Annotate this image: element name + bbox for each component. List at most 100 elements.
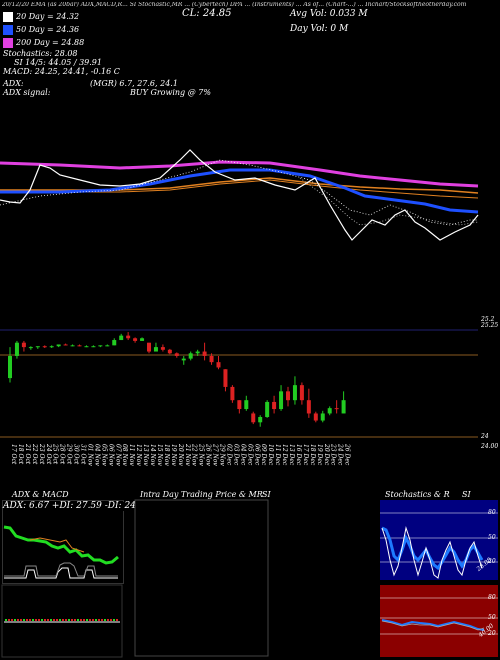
candle [320,413,325,421]
legend-ema20: 20 Day = 24.32 [3,12,79,22]
candle [14,342,19,356]
adx-orange-line [29,537,85,553]
date-tick-label: 12 Dec [281,444,288,466]
candle [91,346,96,348]
adx-panel-values: ADX: 6.67 +DI: 27.59 -DI: 24.14 [3,501,151,511]
date-tick-label: 19 Nov [170,444,177,466]
macd-bar [56,619,58,621]
avg-vol: Avg Vol: 0.033 M [290,9,368,19]
macd-bar [14,619,16,621]
candle [63,344,68,346]
candle [126,335,131,339]
macd-bar [29,619,31,621]
candle [272,401,277,410]
adx-panel-title: ADX & MACD [12,490,69,499]
date-tick-label: 05 Dec [246,444,253,466]
candle [299,385,304,401]
macd-bar [77,619,79,621]
date-tick-label: 23 Dec [330,443,337,466]
adx-panel [2,500,124,584]
legend-label-20: 20 Day = 24.32 [16,12,80,21]
candle [230,386,235,401]
date-tick-label: 23 Oct [38,443,45,465]
macd-bar [53,619,55,621]
si-panel [380,585,498,657]
si-grey-line [381,620,485,631]
date-tick-label: 29 Nov [219,443,226,466]
stoch-white-line [381,526,483,579]
macd-bar [71,619,73,621]
macd-bar [11,619,13,621]
date-tick-label: 26 Nov [205,443,212,466]
orange-line-2 [0,179,479,199]
macd-bar [59,619,61,621]
date-tick-label: 02 Dec [225,444,232,466]
adx-vals: (MGR) 6.7, 27.6, 24.1 [90,79,178,88]
price-axis-bottom-b: 24.00 [481,443,499,450]
macd-bar [8,619,10,621]
day-vol: Day Vol: 0 M [290,24,349,34]
date-tick-label: 12 Nov [135,444,142,466]
macd-histogram [5,619,118,621]
candle [98,345,103,347]
date-tick-label: 29 Oct [66,443,73,465]
macd-bar [32,619,34,621]
date-tick-label: 17 Dec [302,444,309,466]
candle [119,335,124,341]
candle [313,413,318,421]
candle [160,347,165,350]
date-tick-label: 18 Dec [309,444,316,466]
stoch-tick-20: 20 [488,558,496,565]
date-tick-label: 06 Dec [253,444,260,466]
intra-panel [134,499,269,657]
candle [70,345,75,347]
date-tick-label: 13 Nov [142,444,149,466]
intra-panel-title: Intra Day Trading Price & MR [140,490,263,499]
stoch-tick-50: 50 [488,534,496,541]
macd-bar [35,619,37,621]
candle [327,408,332,414]
header-top: 20/12/20 EMA (as 20bar) ADX,MACD,R... SI… [2,2,467,8]
macd-bar [41,619,43,621]
date-tick-label: 28 Oct [59,443,66,465]
candle [237,400,242,410]
candle [167,349,172,354]
si-tick-20: 20 [488,630,496,637]
date-tick-label: 26 Dec [344,443,351,466]
macd-bar [26,619,28,621]
candle [265,401,270,417]
si-text: SI 14/5: 44.05 / 39.91 [14,58,102,67]
candle [181,358,186,361]
macd-bar [74,619,76,621]
price-chart: 17 Oct 18 Oct 21 Oct 22 Oct 23 Oct 24 Oct 25 O… [0,149,479,466]
date-tick-label: 07 Nov [114,444,121,466]
candle [292,385,297,401]
adx-white-line [4,567,118,579]
candle [84,346,89,348]
close-label: CL: 24.85 [182,8,232,19]
adx-signal: BUY Growing @ 7% [130,88,211,97]
macd-bar [116,619,118,621]
macd-bar [65,619,67,621]
adx-green-line [3,525,119,565]
legend-label-200: 200 Day = 24.88 [16,38,85,47]
macd-bar [95,619,97,621]
legend-swatch-200 [3,38,13,48]
macd-bar [68,619,70,621]
macd-bar [107,619,109,621]
candle [112,340,117,346]
macd-bar [47,619,49,621]
date-tick-label: 24 Dec [337,443,344,466]
macd-bar [98,619,100,621]
macd-bar [38,619,40,621]
macd-bar [17,619,19,621]
candle [174,353,179,356]
candle [279,391,284,410]
legend-label-50: 50 Day = 24.36 [16,25,80,34]
adx-signal-label: ADX signal: [3,88,51,97]
date-tick-label: 14 Nov [149,444,156,466]
date-tick-label: 01 Nov [86,444,93,466]
date-tick-label: 27 Nov [212,443,219,466]
candle [105,345,110,347]
